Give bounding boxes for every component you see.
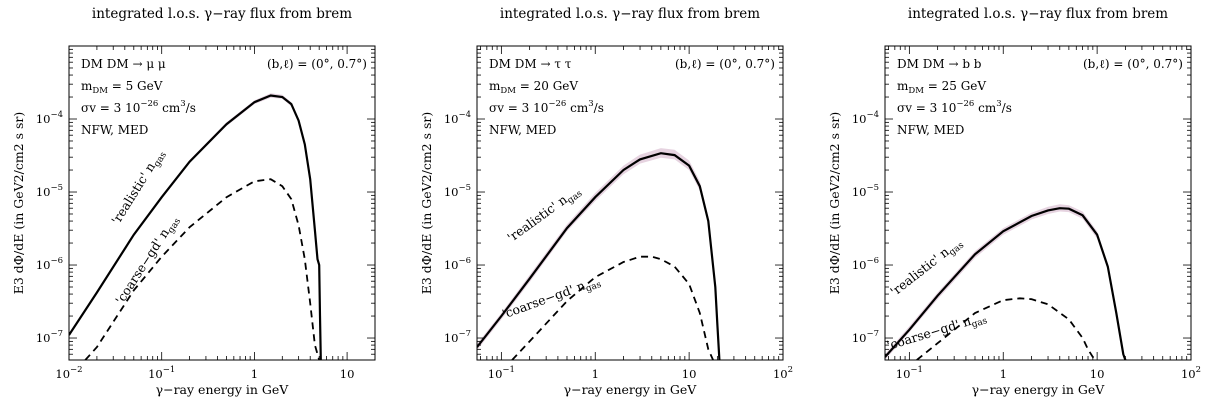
x-tick-label: 1 — [592, 367, 599, 381]
annotation-profile: NFW, MED — [489, 123, 556, 137]
y-axis-label: E3 dΦ/dE (in GeV2/cm2 s sr) — [11, 112, 26, 295]
y-tick-label: 10−5 — [36, 183, 63, 199]
x-tick-label: 1 — [1000, 367, 1007, 381]
annotation-profile: NFW, MED — [81, 123, 148, 137]
panel-1: integrated l.o.s. γ−ray flux from brem 'r… — [11, 6, 376, 397]
x-tick-label: 10−1 — [896, 365, 923, 381]
x-tick-label: 10 — [1090, 367, 1105, 381]
annotation-channel: DM DM → τ τ — [489, 57, 572, 71]
y-tick-label: 10−4 — [852, 110, 879, 126]
y-tick-label: 10−4 — [444, 110, 471, 126]
annotation-mass: mDM = 25 GeV — [897, 79, 986, 96]
series-line-coarse — [511, 255, 714, 360]
annotation-coordinates: (b,ℓ) = (0°, 0.7°) — [1083, 57, 1183, 71]
y-tick-label: 10−6 — [36, 256, 63, 272]
annotation-coordinates: (b,ℓ) = (0°, 0.7°) — [675, 57, 775, 71]
chart-title: integrated l.o.s. γ−ray flux from brem — [908, 6, 1168, 22]
series-label-1: 'realistic' ngas — [887, 234, 966, 301]
annotation-coordinates: (b,ℓ) = (0°, 0.7°) — [267, 57, 367, 71]
y-tick-label: 10−4 — [36, 110, 63, 126]
series-label-2: 'coarse−gd' ngas — [112, 212, 183, 308]
x-tick-label: 102 — [773, 365, 793, 381]
series-line-coarse — [84, 178, 321, 360]
x-axis-label: γ−ray energy in GeV — [972, 382, 1106, 397]
y-tick-label: 10−7 — [36, 329, 63, 345]
series-line-coarse — [916, 297, 1098, 360]
chart-title: integrated l.o.s. γ−ray flux from brem — [92, 6, 352, 22]
x-axis-label: γ−ray energy in GeV — [156, 382, 290, 397]
x-tick-label: 10−1 — [148, 365, 175, 381]
y-tick-label: 10−7 — [444, 329, 471, 345]
annotation-channel: DM DM → μ μ — [81, 57, 166, 71]
x-axis-label: γ−ray energy in GeV — [564, 382, 698, 397]
x-tick-label: 10 — [340, 367, 355, 381]
x-tick-label: 10 — [682, 367, 697, 381]
x-tick-label: 10−2 — [55, 365, 82, 381]
plot-area — [69, 93, 322, 360]
series-line-realistic — [69, 94, 322, 360]
panel-3: integrated l.o.s. γ−ray flux from brem 'r… — [827, 6, 1201, 397]
x-tick-label: 10−1 — [488, 365, 515, 381]
plot-frame — [68, 45, 376, 361]
annotation-mass: mDM = 5 GeV — [81, 79, 163, 96]
y-tick-label: 10−6 — [444, 256, 471, 272]
x-tick-label: 102 — [1181, 365, 1201, 381]
annotation-cross-section: σv = 3 10−26 cm3/s — [897, 99, 1012, 115]
x-tick-label: 1 — [251, 367, 258, 381]
chart-title: integrated l.o.s. γ−ray flux from brem — [500, 6, 760, 22]
annotation-channel: DM DM → b b — [897, 57, 982, 71]
annotation-mass: mDM = 20 GeV — [489, 79, 578, 96]
plot-frame — [884, 45, 1192, 361]
y-axis-label: E3 dΦ/dE (in GeV2/cm2 s sr) — [827, 112, 842, 295]
series-label-2: 'coarse−gd' ngas — [885, 308, 989, 355]
annotation-profile: NFW, MED — [897, 123, 964, 137]
series-line-realistic — [477, 152, 721, 360]
annotation-cross-section: σv = 3 10−26 cm3/s — [489, 99, 604, 115]
panel-2: integrated l.o.s. γ−ray flux from brem 'r… — [419, 6, 793, 397]
annotation-cross-section: σv = 3 10−26 cm3/s — [81, 99, 196, 115]
series-line-realistic — [885, 207, 1127, 360]
y-tick-label: 10−7 — [852, 329, 879, 345]
y-tick-label: 10−6 — [852, 256, 879, 272]
plot-area — [885, 204, 1127, 360]
plot-area — [477, 148, 721, 360]
uncertainty-band — [477, 148, 720, 360]
y-tick-label: 10−5 — [444, 183, 471, 199]
series-label-1: 'realistic' ngas — [108, 146, 169, 229]
y-tick-label: 10−5 — [852, 183, 879, 199]
y-axis-label: E3 dΦ/dE (in GeV2/cm2 s sr) — [419, 112, 434, 295]
series-label-1: 'realistic' ngas — [504, 182, 584, 247]
